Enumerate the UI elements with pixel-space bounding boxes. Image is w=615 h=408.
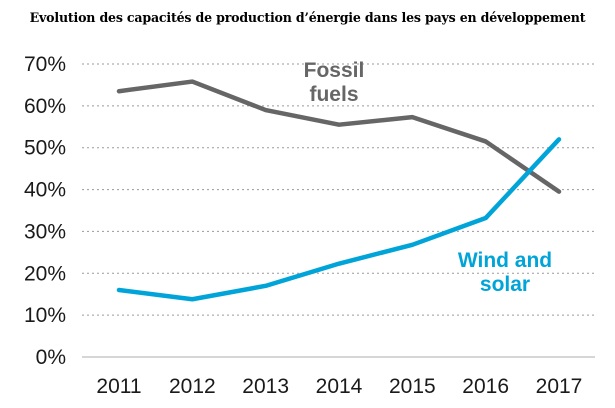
gridlines <box>82 63 595 358</box>
series-label-line: fuels <box>309 83 358 106</box>
y-tick-label: 40% <box>24 179 66 202</box>
series-label-line: Fossil <box>304 59 365 82</box>
x-tick-label: 2016 <box>462 375 509 398</box>
series-label-0: Fossil fuels <box>304 59 365 106</box>
x-tick-label: 2012 <box>169 375 216 398</box>
x-axis-ticks: 2011 2012 2013 2014 2015 2016 2017 <box>96 375 582 398</box>
x-tick-label: 2014 <box>316 375 363 398</box>
y-axis-ticks: 0% 10% 20% 30% 40% 50% 60% 70% <box>24 53 66 369</box>
y-tick-label: 30% <box>24 220 66 243</box>
y-tick-label: 70% <box>24 53 66 76</box>
x-tick-label: 2011 <box>96 375 141 398</box>
y-tick-label: 0% <box>36 346 66 369</box>
series-label-line: solar <box>480 273 530 296</box>
y-tick-label: 50% <box>24 137 66 160</box>
series-labels: Fossil fuels Wind and solar <box>304 59 552 296</box>
x-tick-label: 2015 <box>389 375 436 398</box>
series-line-0 <box>116 79 562 194</box>
y-tick-label: 60% <box>24 95 66 118</box>
series-line-1 <box>116 137 562 302</box>
series-lines <box>116 79 562 302</box>
chart-title: Evolution des capacités de production d’… <box>29 10 586 25</box>
series-label-line: Wind and <box>458 249 552 272</box>
y-tick-label: 10% <box>24 304 66 327</box>
series-label-1: Wind and solar <box>458 249 552 296</box>
x-tick-label: 2013 <box>242 375 289 398</box>
y-tick-label: 20% <box>24 262 66 285</box>
x-tick-label: 2017 <box>536 375 583 398</box>
